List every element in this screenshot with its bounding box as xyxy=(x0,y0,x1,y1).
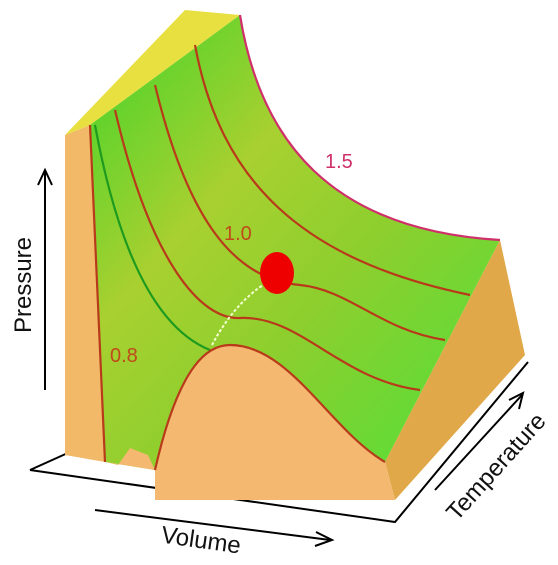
isotherm-label: 0.8 xyxy=(110,345,138,367)
isotherm-label: 1.0 xyxy=(224,223,252,245)
floor-edge xyxy=(30,452,70,470)
critical-point xyxy=(260,252,294,294)
pressure-label: Pressure xyxy=(10,237,37,333)
pvt-surface-diagram: 1.5 1.0 0.8 Pressure Volume Temperature xyxy=(0,0,558,565)
isotherm-label: 1.5 xyxy=(325,151,353,173)
